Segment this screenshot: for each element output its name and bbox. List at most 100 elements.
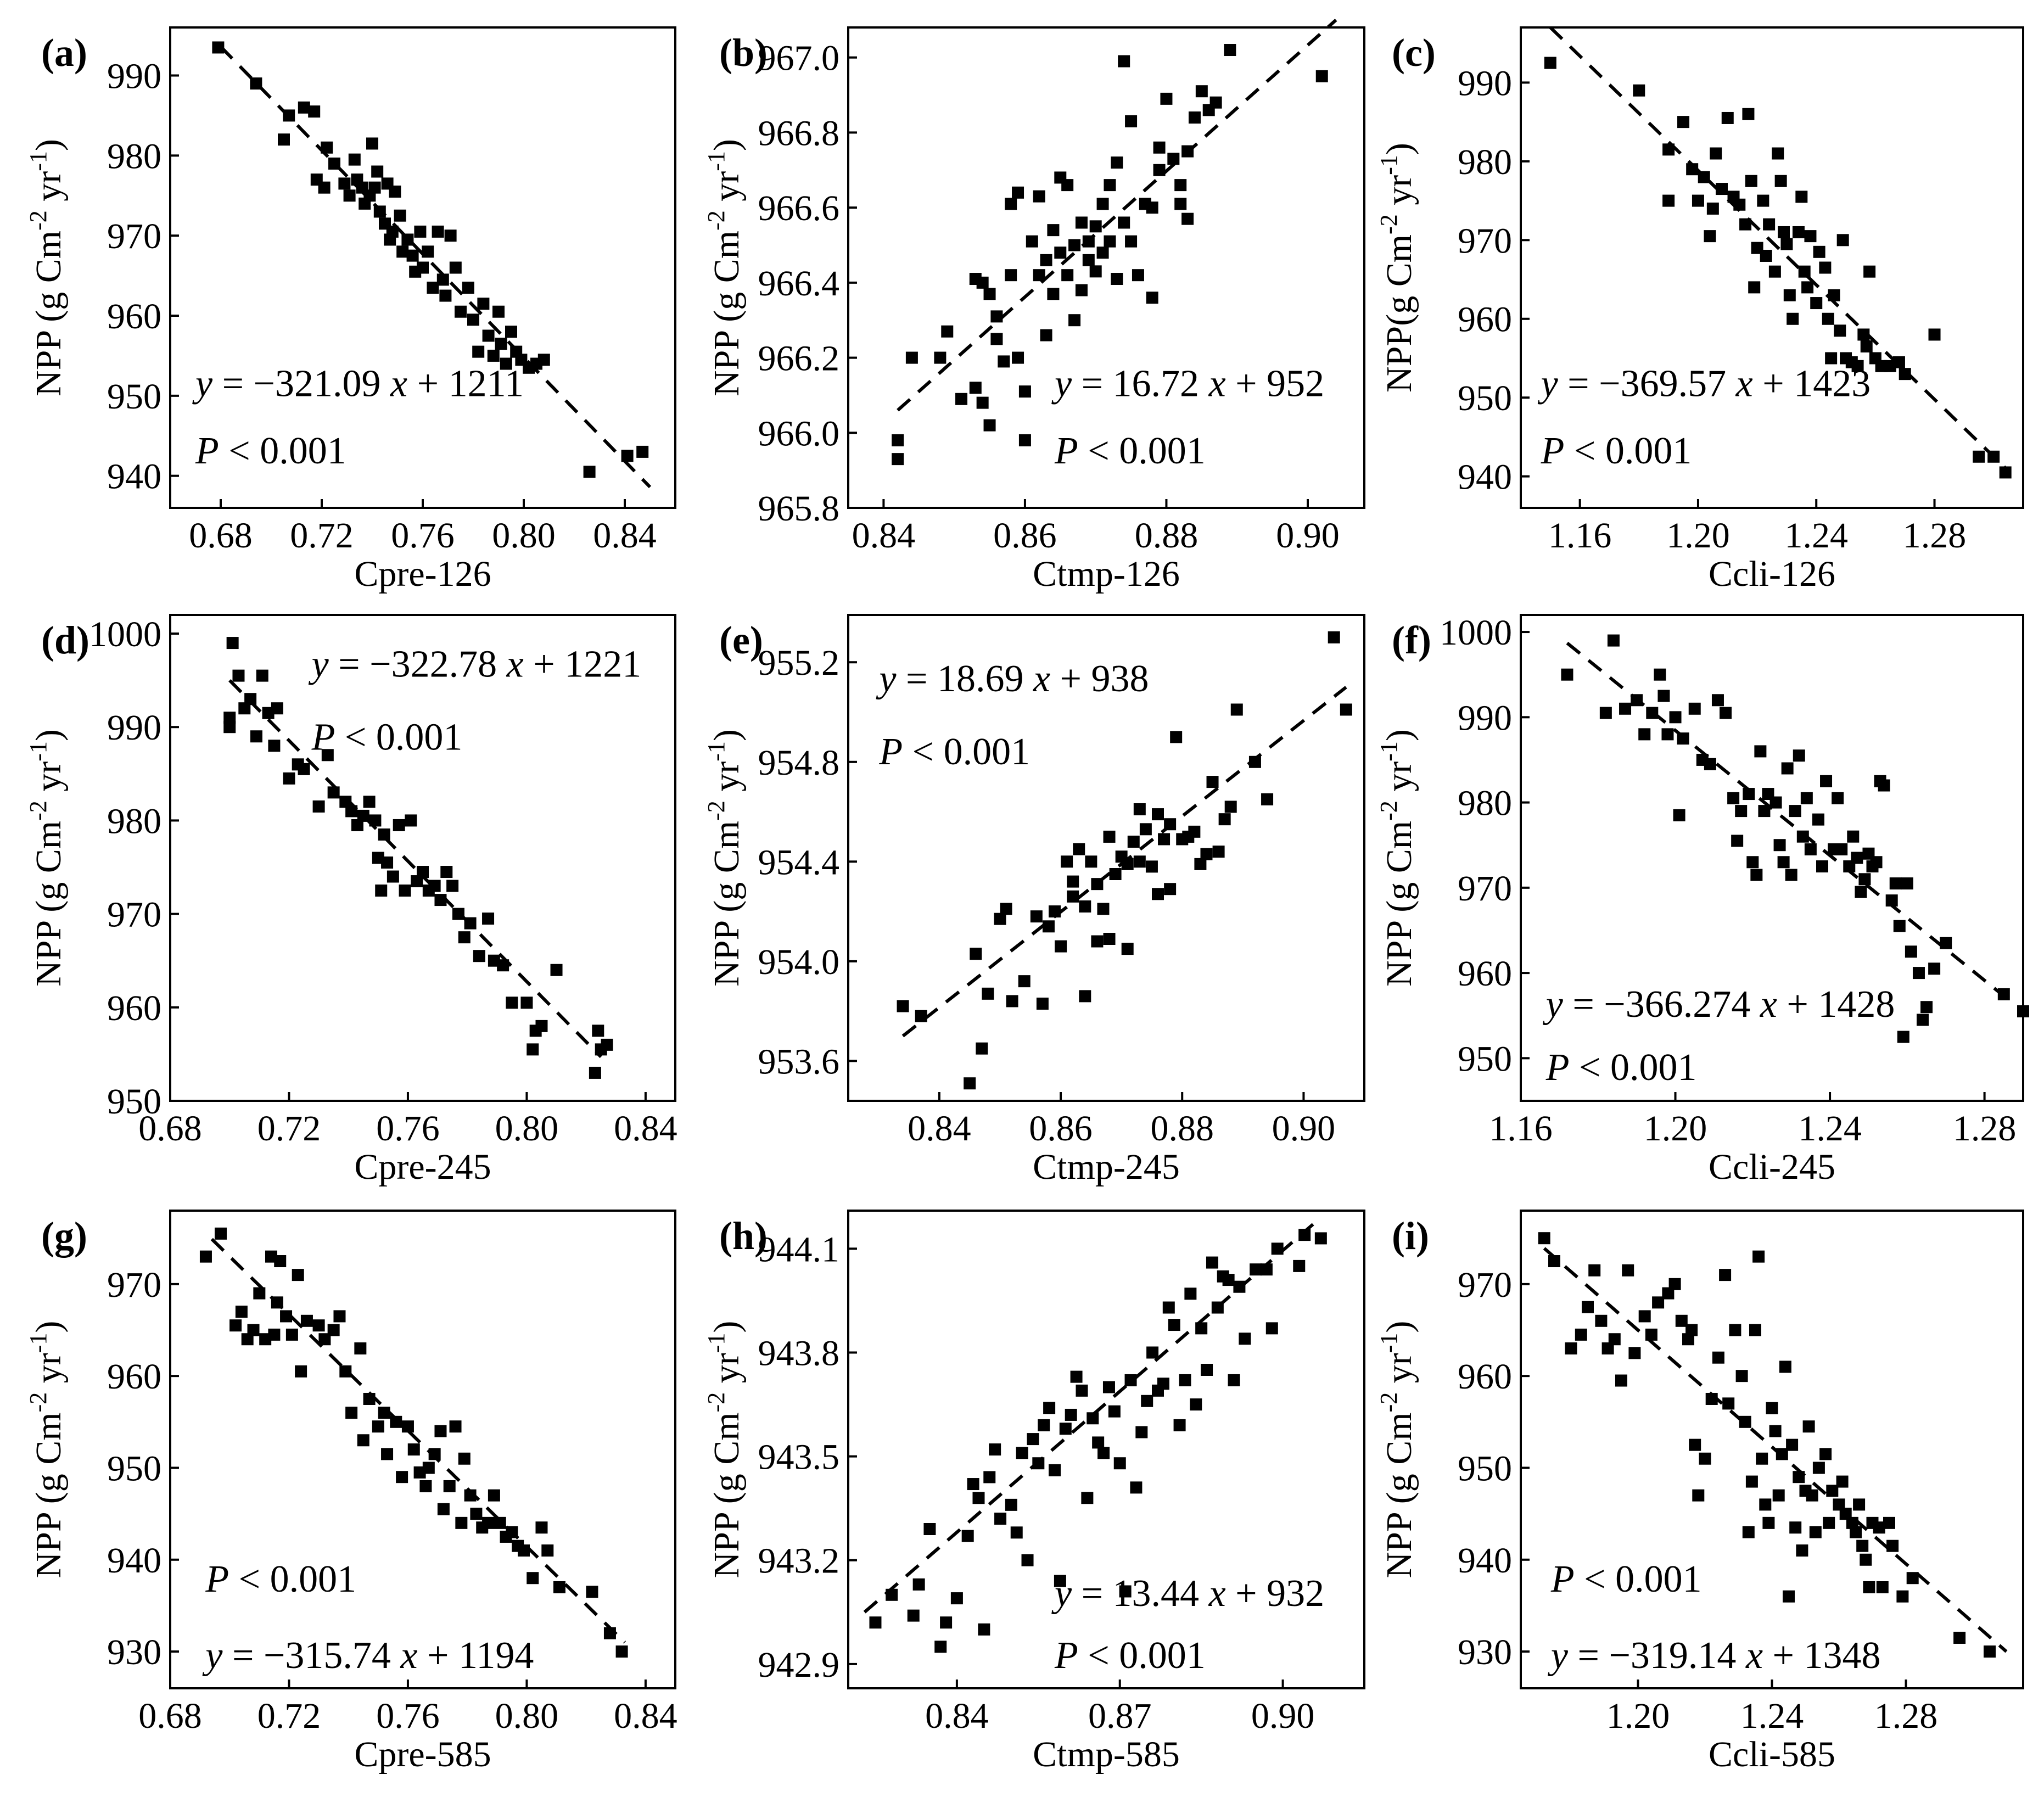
y-tick-label: 960 bbox=[107, 988, 161, 1028]
data-point bbox=[964, 1077, 976, 1090]
regression-line bbox=[1549, 26, 2010, 472]
data-point bbox=[1798, 265, 1811, 278]
y-tick-label: 944.1 bbox=[758, 1229, 840, 1269]
data-point bbox=[907, 1609, 920, 1622]
data-point bbox=[378, 1407, 390, 1419]
data-point bbox=[378, 828, 390, 841]
data-point bbox=[1752, 1250, 1765, 1263]
data-point bbox=[1141, 1395, 1153, 1407]
data-point bbox=[1809, 1526, 1822, 1538]
data-point bbox=[470, 1508, 483, 1520]
x-tick-label: 1.16 bbox=[1489, 1109, 1553, 1149]
data-point bbox=[1158, 833, 1171, 846]
data-point bbox=[1089, 265, 1102, 278]
data-point bbox=[1075, 216, 1088, 229]
data-point bbox=[1575, 1328, 1587, 1341]
data-point bbox=[537, 354, 550, 366]
data-point bbox=[462, 281, 474, 294]
plot-frame bbox=[1520, 1210, 2024, 1689]
y-tick-label: 940 bbox=[107, 1541, 161, 1581]
x-tick-label: 0.84 bbox=[852, 516, 916, 556]
data-point bbox=[1608, 1333, 1621, 1346]
data-point bbox=[1735, 1370, 1748, 1382]
regression-line bbox=[219, 45, 652, 489]
data-point bbox=[589, 1066, 601, 1079]
plot-frame bbox=[847, 1210, 1365, 1689]
data-point bbox=[1125, 115, 1138, 127]
x-tick-label: 0.84 bbox=[593, 516, 657, 556]
data-point bbox=[983, 288, 996, 300]
data-point bbox=[1873, 1521, 1885, 1534]
data-point bbox=[1729, 1324, 1741, 1336]
panel-i: (i) 1.20 1.24 1.28 930 940 950 960 970 Ccli-585 NP… bbox=[1375, 1210, 2024, 1774]
data-point bbox=[1224, 44, 1236, 57]
data-point bbox=[1619, 702, 1632, 715]
x-tick-label: 0.68 bbox=[189, 516, 253, 556]
panel-f: (f) 1.16 1.20 1.24 1.28 950 960 970 980 990 1000 Cc… bbox=[1375, 613, 2029, 1187]
data-point bbox=[934, 351, 947, 364]
data-point bbox=[318, 181, 331, 194]
data-point bbox=[1212, 846, 1225, 858]
data-point bbox=[1097, 1447, 1110, 1459]
data-point bbox=[1206, 1256, 1218, 1269]
data-point bbox=[428, 1448, 441, 1460]
data-point bbox=[1826, 1485, 1839, 1497]
y-tick-label: 953.6 bbox=[758, 1042, 840, 1082]
data-point bbox=[1783, 289, 1796, 301]
data-point bbox=[439, 289, 452, 302]
data-point bbox=[1188, 825, 1201, 838]
y-tick-label: 950 bbox=[1458, 1448, 1512, 1488]
y-tick-label: 970 bbox=[1458, 221, 1512, 261]
data-point bbox=[601, 1038, 613, 1051]
y-tick-label: 990 bbox=[107, 708, 161, 748]
data-point bbox=[1812, 813, 1824, 826]
data-point bbox=[394, 209, 406, 222]
data-point bbox=[1179, 1374, 1191, 1386]
data-point bbox=[1901, 877, 1913, 890]
plot-frame bbox=[847, 614, 1365, 1102]
data-point bbox=[1111, 156, 1123, 169]
y-tick-label: 970 bbox=[1458, 869, 1512, 909]
data-point bbox=[1184, 1287, 1197, 1300]
data-point bbox=[436, 273, 449, 286]
data-point bbox=[1174, 179, 1187, 192]
data-point bbox=[1132, 269, 1144, 282]
data-point bbox=[1082, 254, 1095, 266]
y-tick-label: 950 bbox=[107, 1448, 161, 1488]
data-point bbox=[1757, 194, 1769, 207]
data-point bbox=[338, 177, 351, 190]
data-point bbox=[253, 1287, 266, 1300]
data-point bbox=[1780, 238, 1793, 250]
y-axis-title: NPP (g Cm-2 yr-1) bbox=[703, 1321, 747, 1578]
data-point bbox=[541, 1544, 554, 1557]
data-point bbox=[1758, 805, 1771, 818]
data-point bbox=[372, 1420, 384, 1433]
regression-equation: y = −369.57 x + 1423 bbox=[1538, 363, 1871, 405]
data-point bbox=[1622, 1264, 1634, 1277]
data-point bbox=[422, 245, 434, 258]
data-point bbox=[1675, 1314, 1688, 1327]
data-point bbox=[405, 814, 417, 827]
data-point bbox=[1026, 235, 1038, 248]
data-point bbox=[1973, 450, 1985, 463]
data-point bbox=[1858, 873, 1871, 886]
plot-frame bbox=[1520, 26, 2024, 509]
data-point bbox=[1645, 1328, 1657, 1341]
data-point bbox=[1135, 1426, 1148, 1438]
data-point bbox=[1615, 1374, 1627, 1387]
data-point bbox=[1792, 226, 1805, 238]
x-tick-label: 0.72 bbox=[257, 1696, 321, 1736]
data-point bbox=[1315, 70, 1328, 82]
panel-h: (h) 0.84 0.87 0.90 942.9 943.2 943.5 943.8 944.1… bbox=[703, 1210, 1365, 1774]
regression-equation: y = 18.69 x + 938 bbox=[876, 658, 1149, 700]
data-point bbox=[1027, 1433, 1039, 1446]
data-point bbox=[1124, 1374, 1137, 1386]
data-point bbox=[1081, 1492, 1094, 1504]
data-point bbox=[1698, 171, 1710, 183]
data-point bbox=[1783, 1590, 1795, 1603]
data-point bbox=[1920, 1001, 1933, 1014]
data-point bbox=[1886, 1540, 1899, 1552]
data-point bbox=[1802, 1420, 1815, 1433]
data-point bbox=[1899, 368, 1911, 380]
